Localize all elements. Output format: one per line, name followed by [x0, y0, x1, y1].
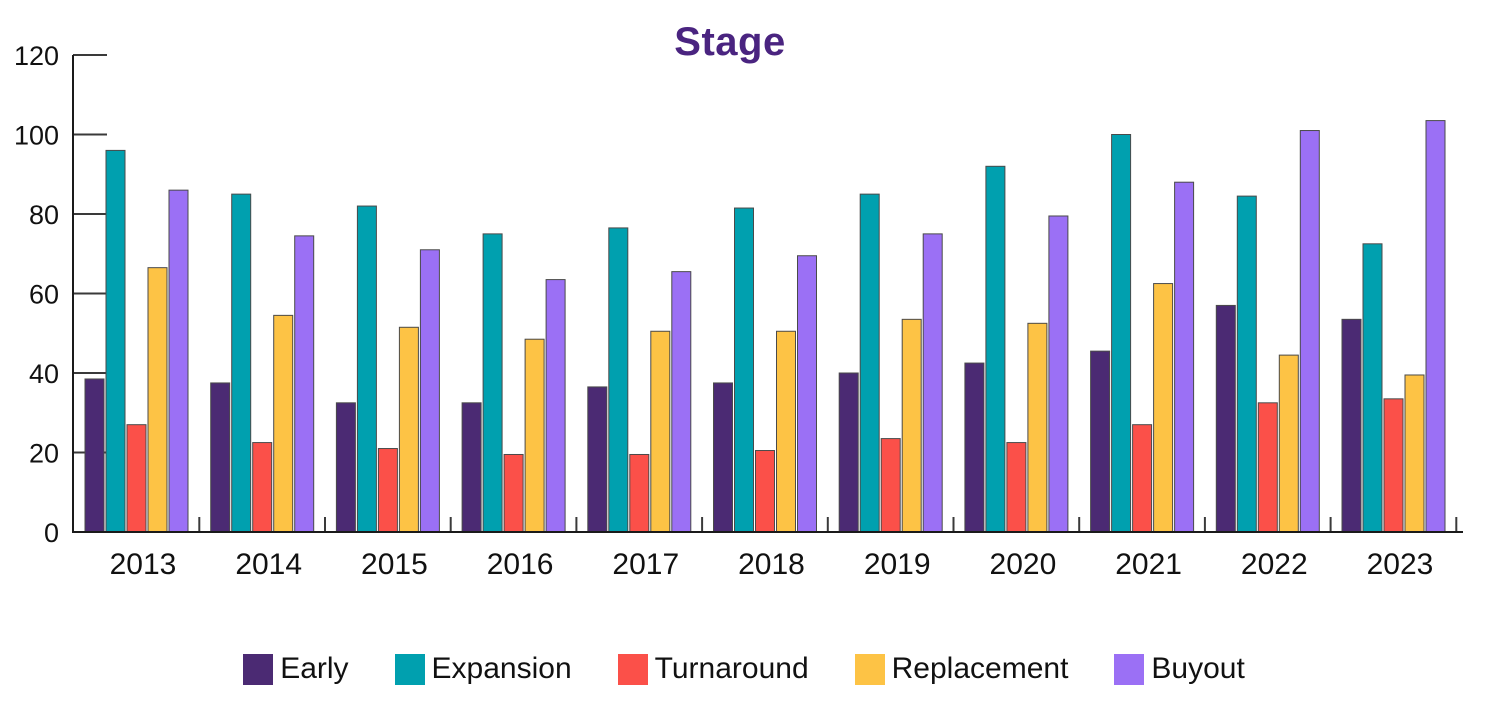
chart-title: Stage	[674, 20, 786, 64]
legend-item-turnaround: Turnaround	[617, 652, 809, 686]
bar-2021-early	[1090, 350, 1111, 533]
bar-2019-expansion	[859, 193, 880, 533]
x-category-label-2019: 2019	[864, 548, 931, 581]
x-category-label-2017: 2017	[612, 548, 679, 581]
y-tick-label-60: 60	[29, 280, 59, 310]
bar-2021-expansion	[1111, 134, 1132, 533]
legend-label-turnaround: Turnaround	[654, 652, 809, 685]
legend-label-expansion: Expansion	[431, 652, 572, 685]
bar-2017-buyout	[671, 271, 692, 533]
x-category-label-2020: 2020	[990, 548, 1057, 581]
bar-2015-buyout	[419, 249, 440, 533]
bar-2019-replacement	[901, 318, 922, 533]
bar-2022-expansion	[1236, 195, 1257, 533]
bar-2018-buyout	[797, 255, 817, 533]
bar-2016-replacement	[524, 338, 545, 533]
x-category-label-2014: 2014	[235, 548, 302, 581]
y-tick-label-120: 120	[14, 41, 59, 71]
y-tick-label-20: 20	[29, 439, 59, 469]
bar-2022-buyout	[1299, 130, 1320, 533]
bar-2014-replacement	[273, 314, 294, 533]
bar-2013-buyout	[168, 189, 189, 533]
bar-2017-expansion	[608, 227, 629, 533]
legend-label-replacement: Replacement	[891, 652, 1069, 685]
bar-2019-early	[838, 372, 859, 533]
bar-2021-turnaround	[1132, 424, 1153, 533]
legend-swatch-expansion	[394, 653, 425, 685]
bar-chart-svg: 0 20 40 60 80 100 120 2013 2014 2015 2016 2017 2018 2…	[14, 41, 1463, 581]
legend-item-early: Early	[243, 652, 349, 686]
bar-2015-early	[335, 402, 356, 533]
bar-2015-replacement	[398, 326, 419, 533]
bar-2020-buyout	[1048, 215, 1069, 533]
bar-2019-buyout	[922, 233, 943, 533]
bar-2016-early	[461, 402, 482, 533]
bar-2014-expansion	[231, 193, 252, 533]
bar-2016-expansion	[482, 233, 503, 533]
bar-2023-turnaround	[1383, 398, 1404, 533]
bar-2017-turnaround	[629, 453, 650, 533]
bar-2020-replacement	[1027, 322, 1048, 533]
bar-2015-expansion	[356, 205, 377, 533]
x-category-label-2016: 2016	[487, 548, 554, 581]
x-category-label-2022: 2022	[1241, 548, 1308, 581]
bar-2018-turnaround	[755, 450, 775, 533]
bar-2016-turnaround	[503, 453, 524, 533]
bar-2021-replacement	[1153, 283, 1174, 533]
bar-2018-early	[713, 382, 733, 533]
bar-2015-turnaround	[377, 448, 398, 533]
bar-2021-buyout	[1174, 181, 1195, 533]
legend: Early Expansion Turnaround Replacement B…	[0, 652, 1488, 686]
x-category-label-2013: 2013	[110, 548, 177, 581]
bar-2023-early	[1341, 318, 1362, 533]
legend-swatch-turnaround	[617, 653, 648, 685]
bar-2020-expansion	[985, 165, 1006, 533]
legend-swatch-early	[243, 653, 274, 685]
legend-item-buyout: Buyout	[1114, 652, 1245, 686]
legend-item-replacement: Replacement	[854, 652, 1069, 686]
x-category-label-2018: 2018	[738, 548, 805, 581]
bar-2013-expansion	[105, 149, 126, 533]
legend-label-buyout: Buyout	[1151, 652, 1245, 685]
bar-2023-expansion	[1362, 243, 1383, 533]
bar-2023-replacement	[1404, 374, 1425, 533]
bar-2018-expansion	[734, 207, 754, 533]
bar-2017-early	[587, 386, 608, 533]
bar-2019-turnaround	[880, 438, 901, 533]
x-category-label-2015: 2015	[361, 548, 428, 581]
legend-swatch-buyout	[1114, 653, 1145, 685]
y-tick-label-100: 100	[14, 121, 59, 151]
bar-2022-early	[1215, 304, 1236, 533]
legend-swatch-replacement	[854, 653, 885, 685]
bar-2022-turnaround	[1257, 402, 1278, 533]
bar-2023-buyout	[1425, 120, 1446, 533]
y-tick-label-40: 40	[29, 359, 59, 389]
y-tick-label-80: 80	[29, 200, 59, 230]
x-category-label-2021: 2021	[1115, 548, 1182, 581]
bar-2018-replacement	[776, 330, 796, 533]
bar-2013-early	[84, 378, 105, 533]
bar-2013-replacement	[147, 267, 168, 533]
bar-2013-turnaround	[126, 424, 147, 533]
x-category-label-2023: 2023	[1367, 548, 1434, 581]
bar-2020-early	[964, 362, 985, 533]
legend-item-expansion: Expansion	[394, 652, 572, 686]
legend-label-early: Early	[280, 652, 349, 685]
bar-2014-early	[210, 382, 231, 533]
bar-2017-replacement	[650, 330, 671, 533]
bar-2014-turnaround	[252, 442, 273, 533]
bar-2016-buyout	[545, 279, 566, 533]
bar-2022-replacement	[1278, 354, 1299, 533]
y-tick-label-0: 0	[44, 518, 59, 548]
bar-2020-turnaround	[1006, 442, 1027, 533]
bar-2014-buyout	[294, 235, 315, 533]
